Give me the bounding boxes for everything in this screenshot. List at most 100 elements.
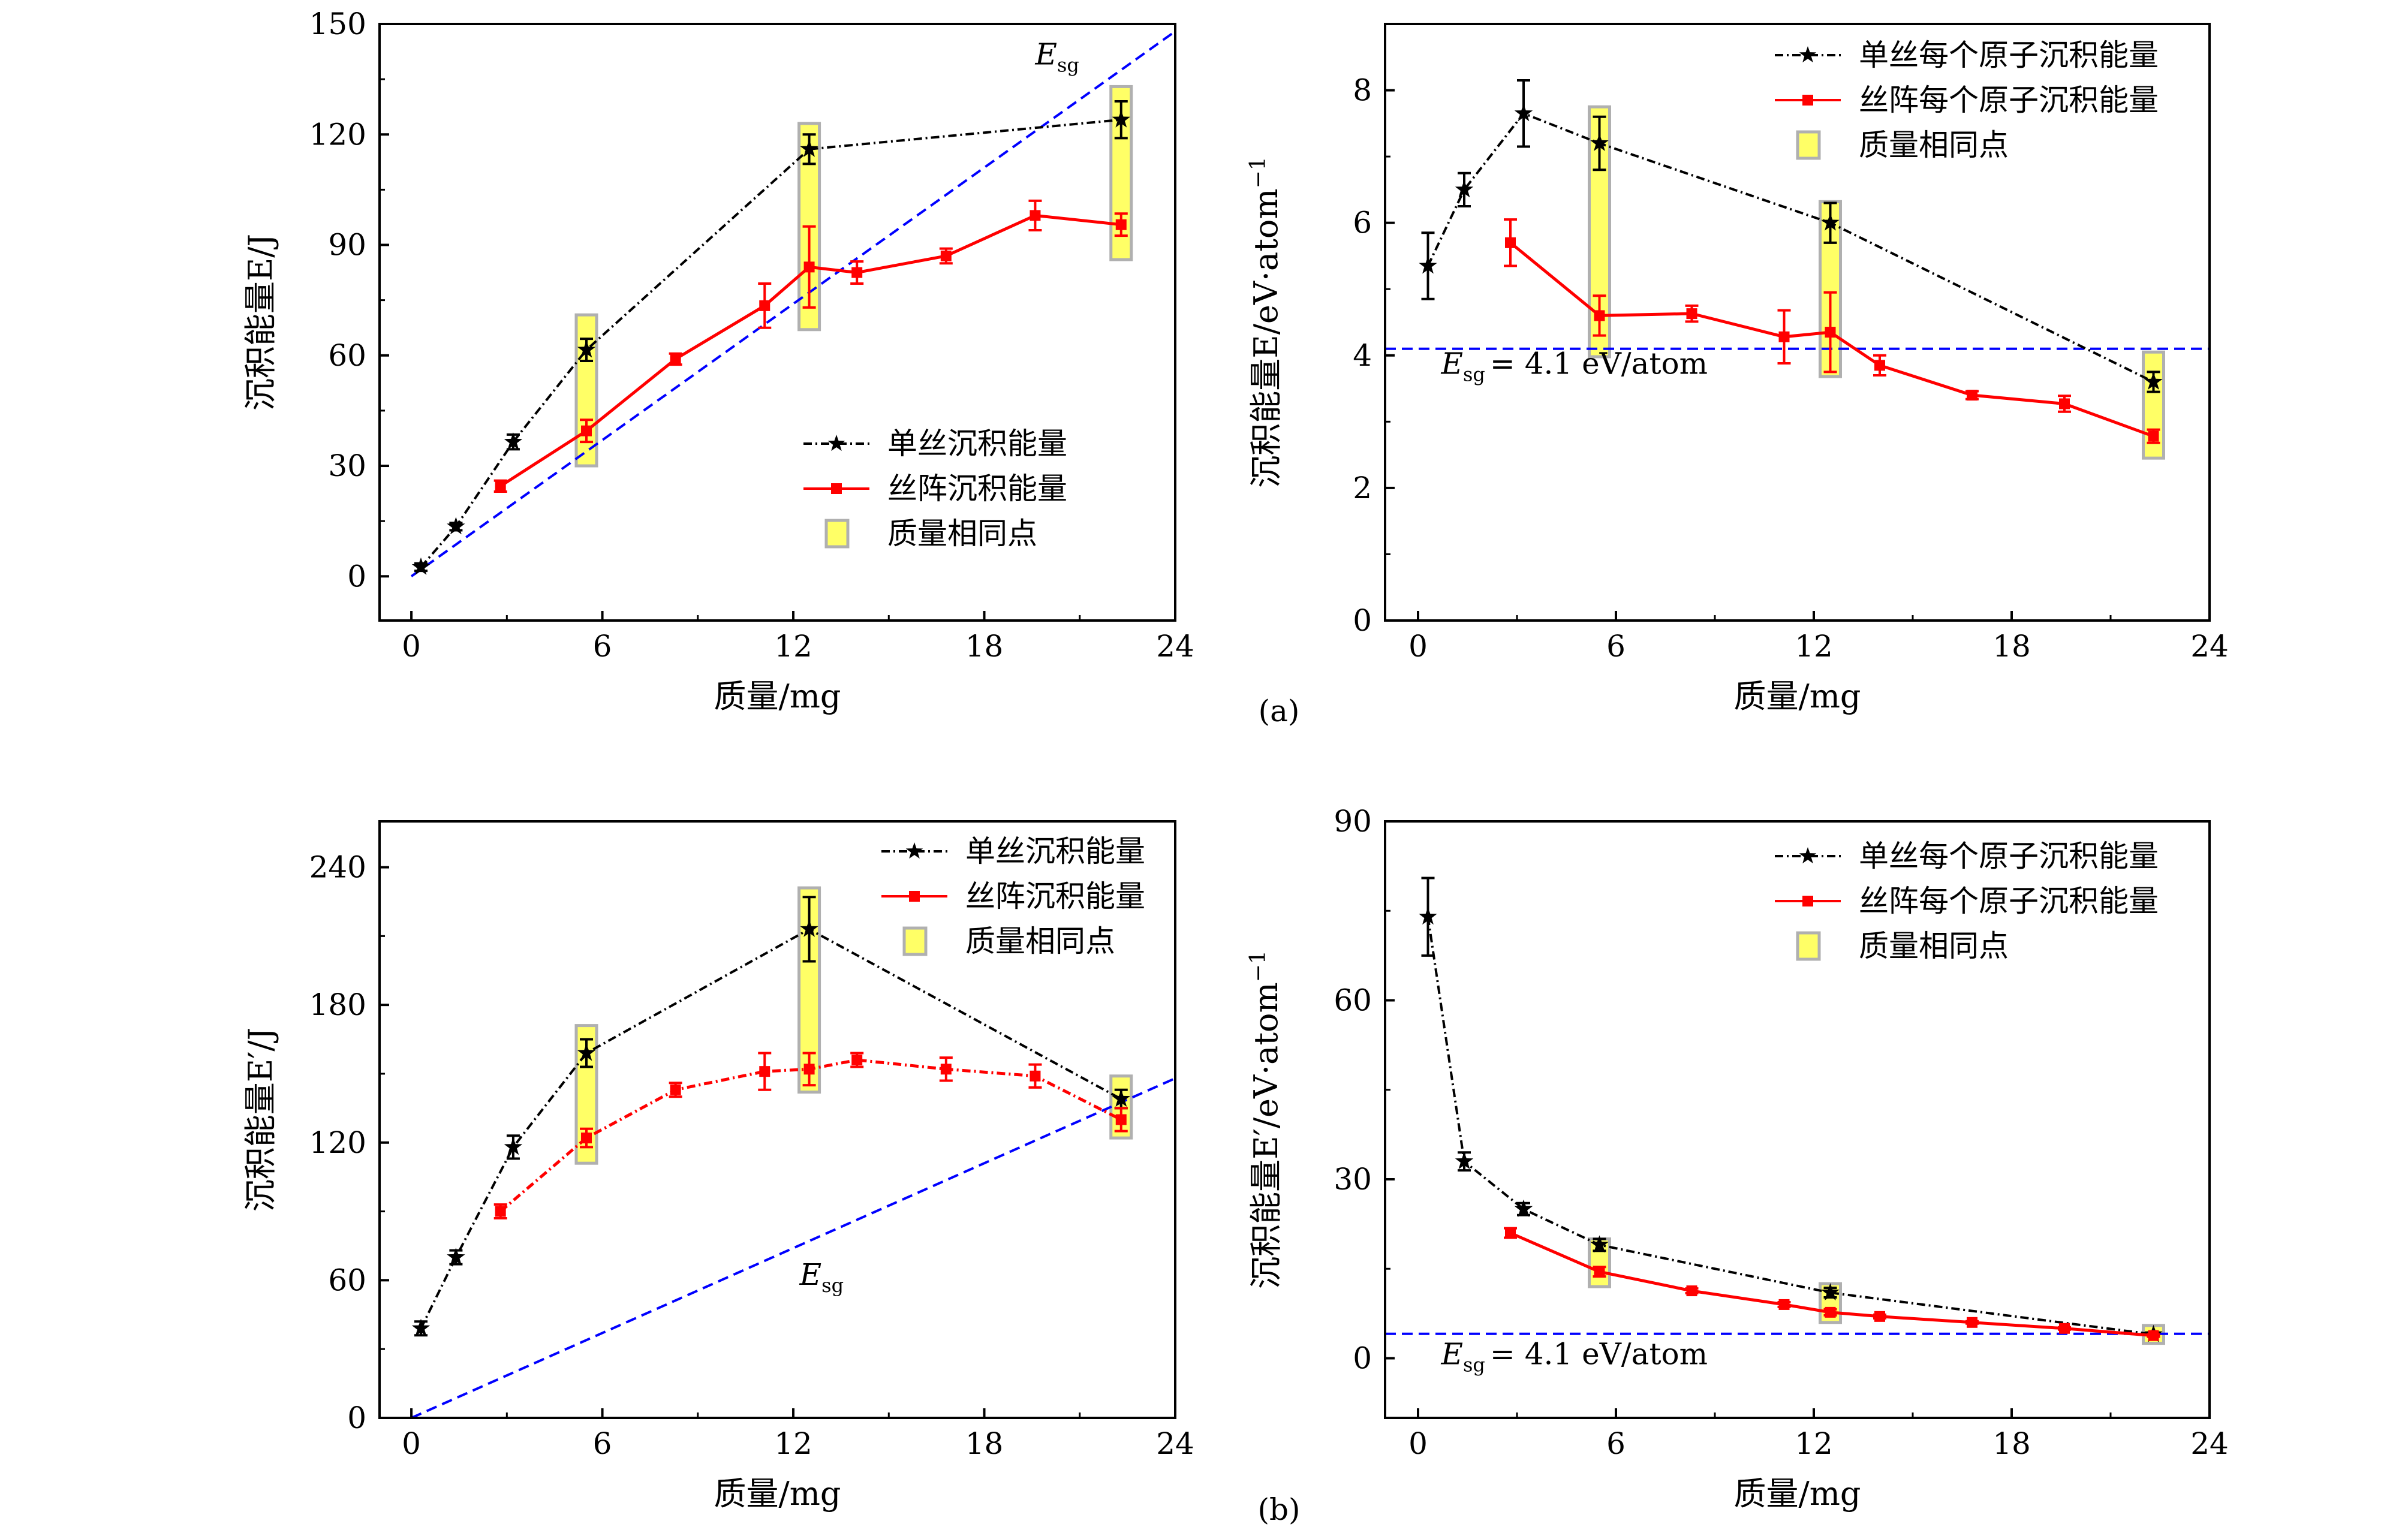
legend-label: 丝阵每个原子沉积能量 [1859,884,2159,918]
x-tick-label: 6 [1606,1426,1626,1461]
legend-label: 单丝每个原子沉积能量 [1859,839,2159,874]
legend-label: 单丝沉积能量 [965,834,1145,869]
esg-line [411,1077,1175,1418]
legend-label: 丝阵沉积能量 [887,471,1067,506]
data-point [670,1084,681,1095]
x-tick-label: 18 [965,629,1004,664]
data-point [2059,1323,2070,1334]
y-tick-label: 30 [328,448,366,483]
esg-label: Esg [1034,37,1079,77]
data-point [1590,1235,1609,1253]
series-array [1504,218,2160,444]
y-tick-label: 60 [328,1263,366,1297]
data-point [1594,1266,1605,1278]
data-point [1874,360,1885,371]
data-point [577,1043,596,1061]
esg-label: Esg = 4.1 eV/atom [1441,347,1708,386]
y-tick-label: 150 [309,7,366,41]
same-mass-box [574,313,598,468]
data-point [1115,1114,1127,1125]
y-axis-label: 沉积能量E′/eV·atom−1 [1246,950,1285,1289]
esg-line [410,30,1175,577]
data-point [1505,237,1516,248]
legend-entry: 单丝沉积能量 [881,834,1145,869]
y-tick-label: 120 [309,1125,366,1160]
data-point [759,1066,770,1077]
y-axis-label: 沉积能量E/J [242,234,279,411]
x-axis: 0 6 12 18 24 质量/mg [1408,1408,2229,1513]
data-point [1821,213,1840,231]
x-tick-label: 18 [1992,629,2031,664]
legend-entry: 质量相同点 [902,924,1115,959]
data-point [1967,390,1977,401]
data-point [581,425,592,436]
y-tick-label: 6 [1353,206,1372,240]
legend-label: 单丝沉积能量 [887,426,1067,461]
legend-entry: 丝阵沉积能量 [803,471,1067,506]
data-point [800,919,818,937]
y-tick-label: 0 [1353,1341,1372,1376]
chart-a-left: Esg 0 6 12 18 24 质量/mg 0 30 60 90 120 150 沉积能量E/J 单丝沉积… [242,7,1194,715]
data-point [1505,1227,1516,1239]
y-tick-label: 4 [1353,338,1372,373]
x-axis: 0 6 12 18 24 质量/mg [1408,611,2229,715]
legend-marker [1802,896,1813,906]
x-tick-label: 0 [402,1426,421,1461]
y-tick-label: 0 [347,1401,366,1435]
x-axis: 0 6 12 18 24 质量/mg [402,1408,1194,1513]
series-line [1426,916,2154,1336]
data-point [2148,430,2159,442]
series-array [493,1052,1128,1220]
legend-entry: 质量相同点 [1796,929,2009,963]
y-tick-label: 30 [1334,1162,1372,1197]
plot-frame [1384,23,2211,622]
x-tick-label: 0 [1408,629,1428,664]
legend-label: 丝阵沉积能量 [965,879,1145,914]
legend-marker [909,891,920,902]
legend-marker [827,435,845,451]
data-point [504,432,523,450]
series-line [420,927,1122,1329]
legend-label: 质量相同点 [1859,929,2009,963]
legend-swatch [1796,931,1821,961]
series-single [1419,877,2163,1342]
x-tick-label: 24 [2190,629,2229,664]
plot-frame [378,23,1176,622]
legend-marker [1799,46,1817,63]
x-tick-label: 18 [1992,1426,2031,1461]
data-point [1825,327,1836,338]
legend-marker [1799,847,1817,864]
data-point [504,1137,523,1155]
x-tick-label: 0 [1408,1426,1428,1461]
data-point [1967,1317,1977,1328]
legend-swatch [824,519,850,549]
chart-b-right: Esg = 4.1 eV/atom 0 6 12 18 24 质量/mg 0 30 60 90 沉积能量… [1246,804,2229,1513]
data-point [411,557,431,575]
data-point [851,1055,863,1065]
caption-b: (b) [1257,1492,1300,1527]
data-point [1874,1311,1885,1322]
legend-entry: 丝阵每个原子沉积能量 [1775,884,2159,918]
x-axis-label: 质量/mg [1734,677,1861,715]
y-tick-label: 60 [1334,983,1372,1018]
data-point [800,139,818,157]
data-point [1686,1285,1697,1297]
highlight-boxes [1588,1237,2165,1345]
series-line [420,118,1121,568]
chart-b-left: Esg 0 6 12 18 24 质量/mg 0 60 120 180 240 沉积能量E′/J 单丝沉积… [242,820,1194,1513]
legend-entry: 质量相同点 [824,516,1037,551]
data-point [577,340,596,358]
data-point [1778,1299,1790,1310]
data-point [1514,1199,1533,1217]
data-point [495,480,506,492]
data-point [1514,104,1533,122]
y-axis-label: 沉积能量E/eV·atom−1 [1246,156,1285,487]
series-line [1426,112,2154,383]
data-point [1115,219,1127,230]
x-tick-label: 24 [1156,629,1194,664]
legend-marker [1802,95,1813,106]
data-point [447,517,465,535]
data-point [1778,331,1790,342]
